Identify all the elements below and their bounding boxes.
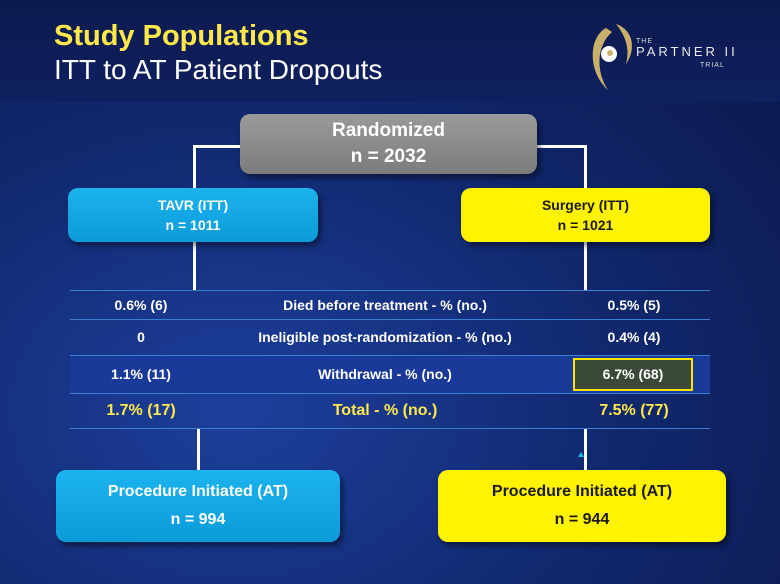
row-label: Ineligible post-randomization - % (no.) xyxy=(258,329,512,345)
surgery-procedure-label: Procedure Initiated (AT) xyxy=(491,483,673,500)
surgery-value: 0.5% (5) xyxy=(607,297,661,313)
surgery-itt-count: n = 1021 xyxy=(557,217,614,233)
tavr-value: 1.1% (11) xyxy=(111,366,171,382)
table-row-total: 1.7% (17) Total - % (no.) 7.5% (77) xyxy=(70,394,710,429)
connector-table-proc-left xyxy=(197,428,200,470)
randomized-label: Randomized xyxy=(332,120,445,141)
tavr-itt-box: TAVR (ITT) n = 1011 xyxy=(68,188,318,242)
surgery-procedure-count: n = 944 xyxy=(554,511,610,528)
tavr-itt-label: TAVR (ITT) xyxy=(157,197,229,213)
table-row-died: 0.6% (6) Died before treatment - % (no.)… xyxy=(70,290,710,320)
connector-rand-left-h xyxy=(193,145,241,148)
row-label: Died before treatment - % (no.) xyxy=(283,297,487,313)
withdrawal-highlight-box xyxy=(573,358,693,391)
total-label: Total - % (no.) xyxy=(332,402,438,419)
randomized-count: n = 2032 xyxy=(350,146,427,167)
table-row-ineligible: 0 Ineligible post-randomization - % (no.… xyxy=(70,319,710,356)
tavr-procedure-box: Procedure Initiated (AT) n = 994 xyxy=(56,470,340,542)
connector-table-proc-right xyxy=(584,428,587,470)
tavr-procedure-label: Procedure Initiated (AT) xyxy=(107,483,289,500)
connector-surgery-table xyxy=(584,242,587,290)
surgery-itt-box: Surgery (ITT) n = 1021 xyxy=(461,188,710,242)
row-label: Withdrawal - % (no.) xyxy=(318,366,452,382)
surgery-value: 0.4% (4) xyxy=(607,329,661,345)
connector-rand-right-h xyxy=(536,145,586,148)
slide-subtitle: ITT to AT Patient Dropouts xyxy=(54,54,383,85)
connector-rand-left-v xyxy=(193,145,196,189)
surgery-total-value: 7.5% (77) xyxy=(599,402,669,419)
logo-text-trial: TRIAL xyxy=(700,62,725,69)
surgery-itt-label: Surgery (ITT) xyxy=(541,197,630,213)
arrow-marker-icon xyxy=(578,452,584,457)
randomized-box: Randomized n = 2032 xyxy=(240,114,537,174)
surgery-procedure-box: Procedure Initiated (AT) n = 944 xyxy=(438,470,726,542)
connector-tavr-table xyxy=(193,242,196,290)
logo-text-main: PARTNER II xyxy=(636,44,738,59)
tavr-value: 0 xyxy=(137,329,145,345)
logo-text-the: THE xyxy=(636,38,653,45)
header-bar xyxy=(0,0,780,102)
surgery-withdrawal-value: 6.7% (68) xyxy=(602,366,664,382)
tavr-procedure-count: n = 994 xyxy=(170,511,226,528)
partner-logo xyxy=(592,24,632,90)
slide-title: Study Populations xyxy=(54,20,309,52)
tavr-total-value: 1.7% (17) xyxy=(106,402,176,419)
connector-rand-right-v xyxy=(584,145,587,189)
tavr-itt-count: n = 1011 xyxy=(165,217,221,233)
tavr-value: 0.6% (6) xyxy=(114,297,168,313)
